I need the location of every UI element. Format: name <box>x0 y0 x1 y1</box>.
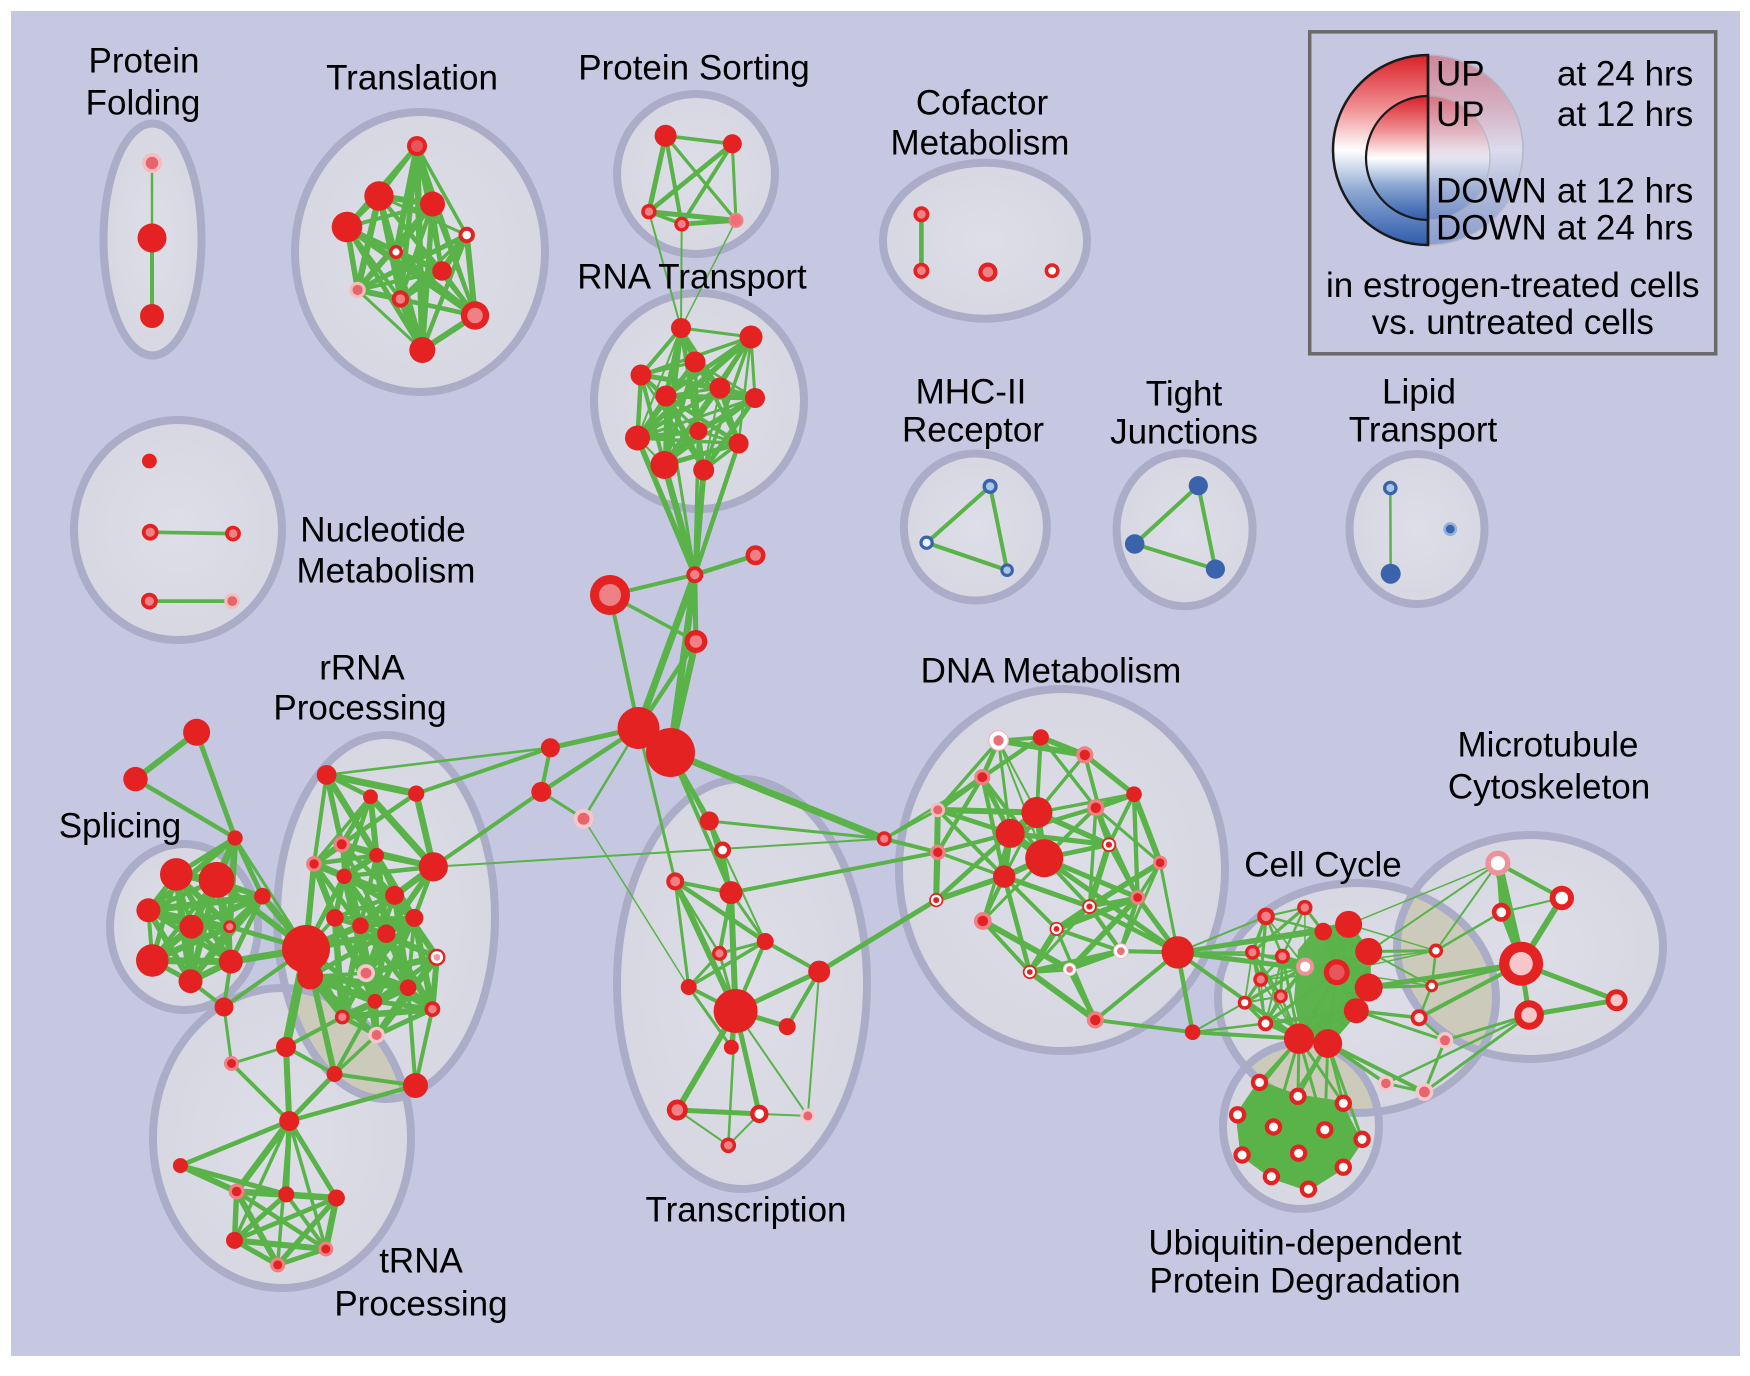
svg-text:RNA Transport: RNA Transport <box>577 258 807 297</box>
svg-text:vs. untreated cells: vs. untreated cells <box>1372 303 1654 342</box>
svg-text:Protein: Protein <box>89 42 200 81</box>
svg-text:Folding: Folding <box>86 84 201 123</box>
svg-text:Processing: Processing <box>273 689 446 728</box>
svg-text:Protein Degradation: Protein Degradation <box>1149 1262 1460 1301</box>
svg-text:Receptor: Receptor <box>902 411 1044 450</box>
svg-text:Cytoskeleton: Cytoskeleton <box>1448 768 1650 807</box>
svg-text:Metabolism: Metabolism <box>297 552 476 591</box>
svg-text:DOWN: DOWN <box>1436 172 1547 211</box>
svg-text:rRNA: rRNA <box>319 649 405 688</box>
svg-text:Transport: Transport <box>1349 411 1498 450</box>
svg-text:MHC-II: MHC-II <box>916 373 1027 412</box>
svg-text:Tight: Tight <box>1146 375 1223 414</box>
svg-text:Cell Cycle: Cell Cycle <box>1244 846 1402 885</box>
svg-text:at 12 hrs: at 12 hrs <box>1557 95 1693 134</box>
svg-text:Transcription: Transcription <box>646 1191 847 1230</box>
svg-text:Lipid: Lipid <box>1382 373 1456 412</box>
svg-text:Translation: Translation <box>326 59 498 98</box>
svg-text:in estrogen-treated cells: in estrogen-treated cells <box>1326 266 1700 305</box>
svg-text:Splicing: Splicing <box>59 807 182 846</box>
svg-text:at 24 hrs: at 24 hrs <box>1557 55 1693 94</box>
svg-text:at 24 hrs: at 24 hrs <box>1557 209 1693 248</box>
svg-text:DOWN: DOWN <box>1436 209 1547 248</box>
svg-text:Processing: Processing <box>334 1285 507 1324</box>
svg-text:Protein Sorting: Protein Sorting <box>578 49 810 88</box>
svg-text:UP: UP <box>1436 55 1485 94</box>
svg-text:Cofactor: Cofactor <box>916 84 1049 123</box>
svg-text:DNA Metabolism: DNA Metabolism <box>921 652 1182 691</box>
svg-text:Metabolism: Metabolism <box>891 124 1070 163</box>
svg-text:at 12 hrs: at 12 hrs <box>1557 172 1693 211</box>
svg-text:tRNA: tRNA <box>379 1242 463 1281</box>
svg-text:Nucleotide: Nucleotide <box>300 511 465 550</box>
svg-text:Ubiquitin-dependent: Ubiquitin-dependent <box>1148 1224 1462 1263</box>
svg-text:Junctions: Junctions <box>1110 413 1258 452</box>
svg-text:UP: UP <box>1436 95 1485 134</box>
svg-text:Microtubule: Microtubule <box>1458 726 1639 765</box>
